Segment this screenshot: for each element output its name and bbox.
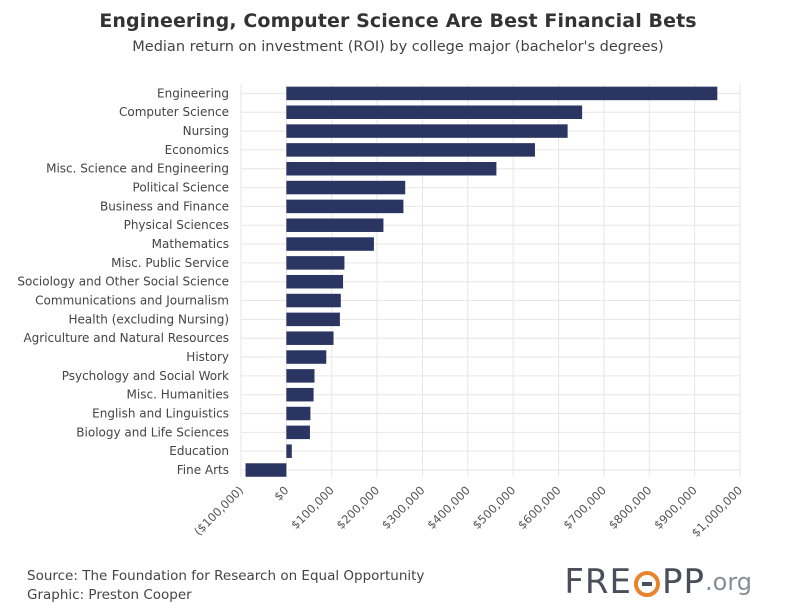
category-label: Fine Arts [177, 463, 229, 477]
source-line: Source: The Foundation for Research on E… [27, 568, 425, 584]
bar [286, 86, 718, 101]
category-label: Agriculture and Natural Resources [23, 331, 229, 345]
category-label: Misc. Humanities [127, 388, 229, 402]
category-label: Psychology and Social Work [62, 369, 229, 383]
bar [286, 256, 345, 270]
x-tick-label: $300,000 [379, 483, 428, 532]
bar [245, 463, 287, 477]
category-label: Business and Finance [100, 199, 229, 213]
bar [286, 237, 374, 251]
logo-text-left: FRE [564, 562, 632, 602]
bar [286, 199, 404, 214]
bar [286, 312, 340, 327]
bar [286, 161, 497, 176]
bar [286, 406, 311, 421]
category-label: Nursing [183, 124, 229, 138]
x-tick-label: $400,000 [424, 483, 473, 532]
bar [286, 180, 406, 195]
x-axis-tick-labels: ($100,000) $0$100,000$200,000$300,000$400… [191, 483, 745, 539]
x-tick-label: $500,000 [470, 483, 519, 532]
bar [286, 387, 314, 402]
bar [286, 143, 535, 157]
category-labels: Engineering Computer Science Nursing Econom… [17, 86, 229, 477]
category-label: Education [169, 444, 229, 458]
bar [286, 293, 341, 308]
source-note: Source: The Foundation for Research on E… [27, 567, 424, 605]
freopp-o-icon [633, 571, 660, 597]
x-tick-label: $200,000 [334, 483, 383, 532]
category-label: Engineering [157, 86, 229, 100]
category-label: Misc. Science and Engineering [46, 162, 229, 176]
x-tick-label: $600,000 [515, 483, 564, 532]
bar [286, 105, 583, 119]
category-label: History [186, 350, 229, 364]
category-label: Health (excluding Nursing) [69, 312, 230, 326]
x-tick-label: $0 [271, 483, 291, 503]
chart-subtitle: Median return on investment (ROI) by col… [132, 39, 664, 55]
x-tick-label: $700,000 [560, 483, 609, 532]
bars [245, 86, 718, 477]
freopp-logo: FRE PP .org [564, 562, 752, 602]
bar [286, 274, 344, 289]
x-tick-label: $800,000 [606, 483, 655, 532]
category-label: Sociology and Other Social Science [17, 275, 229, 289]
category-label: Communications and Journalism [35, 294, 229, 308]
category-label: Biology and Life Sciences [76, 425, 229, 439]
category-label: Physical Sciences [124, 218, 229, 232]
bar [286, 331, 334, 345]
category-label: Political Science [133, 181, 229, 195]
graphic-credit: Graphic: Preston Cooper [27, 587, 192, 603]
bar [286, 218, 384, 232]
category-label: Misc. Public Service [111, 256, 229, 270]
category-label: Mathematics [152, 237, 229, 251]
bar [286, 425, 310, 440]
logo-text-right: PP [661, 562, 705, 602]
x-tick-label: ($100,000) [191, 483, 246, 538]
category-label: English and Linguistics [92, 407, 229, 421]
category-label: Economics [165, 143, 229, 157]
bar [286, 369, 315, 383]
bar [286, 350, 327, 364]
category-label: Computer Science [119, 105, 229, 119]
logo-suffix: .org [705, 568, 752, 596]
bar [286, 444, 292, 458]
chart-title: Engineering, Computer Science Are Best F… [99, 10, 697, 32]
bar [286, 124, 568, 138]
x-tick-label: $100,000 [288, 483, 337, 532]
bar-chart: Engineering Computer Science Nursing Econom… [17, 84, 745, 540]
